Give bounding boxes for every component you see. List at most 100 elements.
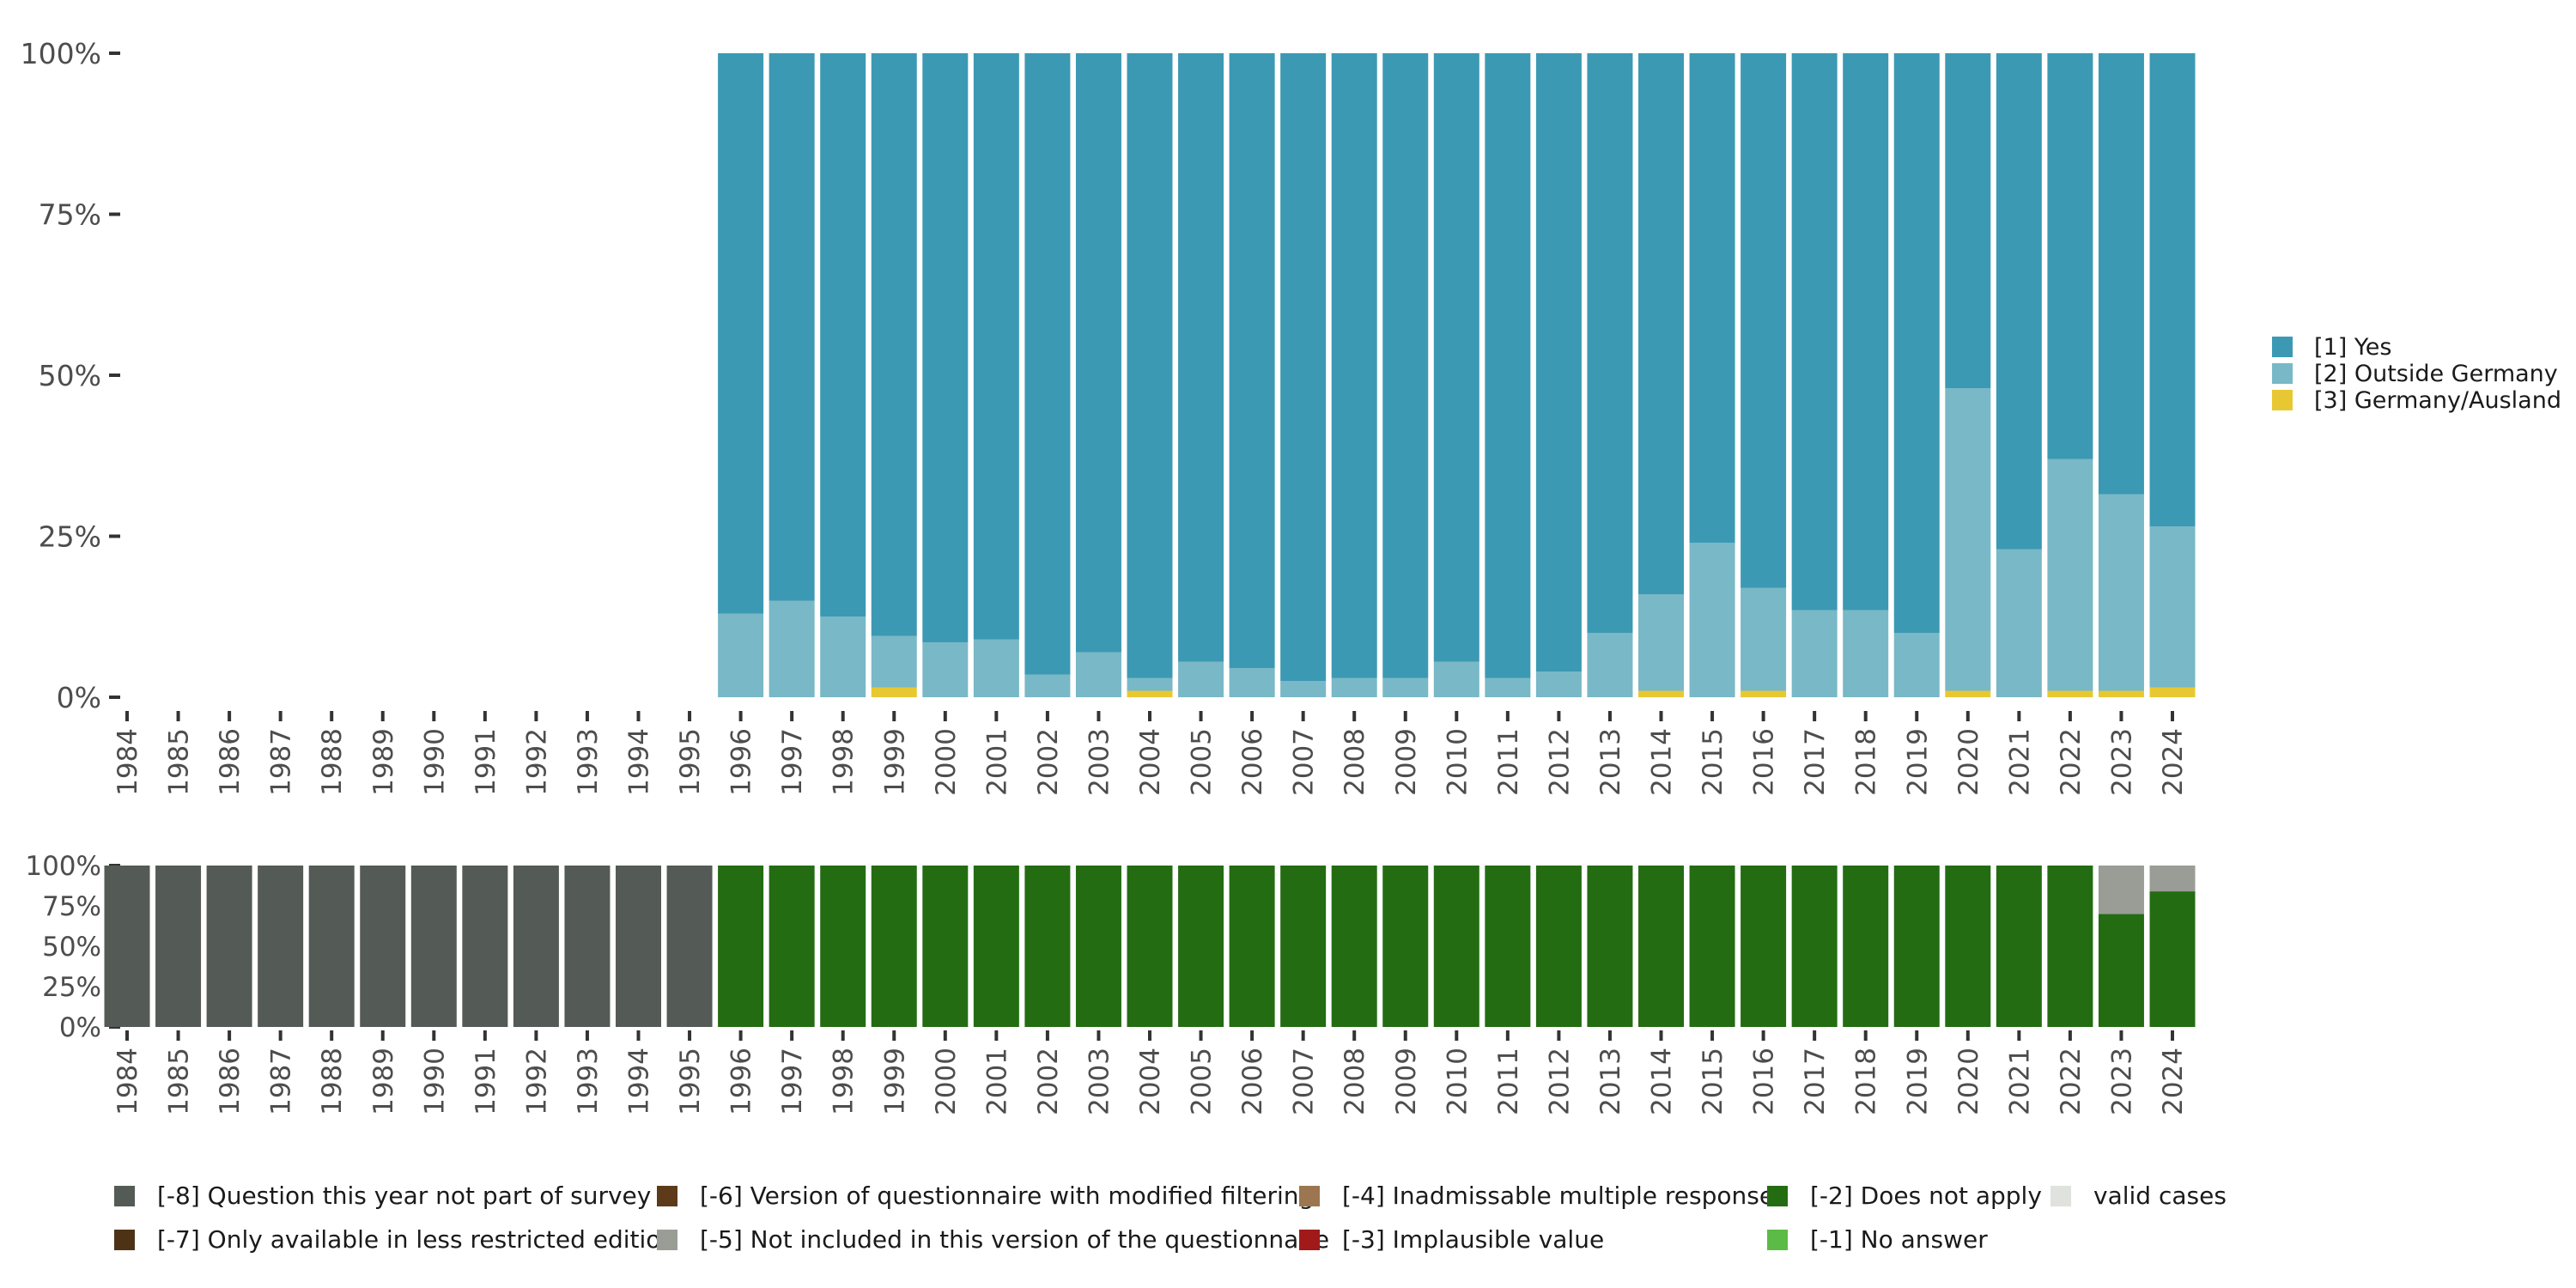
- legend-label-5-not-included-in-this-version-of-the-questionnaire: [-5] Not included in this version of the…: [700, 1225, 1329, 1254]
- y-tick-label: 50%: [42, 932, 101, 963]
- bar-1-yes-2012: [1535, 53, 1582, 671]
- x-tick-label-2009: 2009: [1391, 1048, 1422, 1115]
- x-tick-label-2005: 2005: [1187, 728, 1218, 796]
- bar-2-outside-germany-2009: [1382, 677, 1429, 697]
- x-tick-label-2014: 2014: [1647, 1048, 1678, 1115]
- x-tick-label-2000: 2000: [931, 728, 962, 796]
- x-tick-label-1984: 1984: [112, 728, 143, 796]
- x-tick-label-1993: 1993: [573, 728, 604, 796]
- bar-1-yes-2006: [1229, 53, 1275, 669]
- legend-label-6-version-of-questionnaire-with-modified-filtering: [-6] Version of questionnaire with modif…: [700, 1182, 1314, 1210]
- bar-2-outside-germany-2018: [1843, 610, 1889, 697]
- x-tick-label-2013: 2013: [1595, 1048, 1626, 1115]
- x-tick-label-2007: 2007: [1289, 728, 1320, 796]
- x-tick-label-1990: 1990: [419, 728, 450, 796]
- x-tick-label-1996: 1996: [726, 1048, 757, 1115]
- x-tick-label-2014: 2014: [1647, 728, 1678, 796]
- bar-8-question-this-year-not-part-of-survey-1984: [104, 866, 150, 1027]
- bar-2-outside-germany-1997: [769, 600, 815, 697]
- x-tick-label-1987: 1987: [266, 1048, 297, 1115]
- x-tick-label-2024: 2024: [2158, 728, 2189, 796]
- bar-2-outside-germany-2011: [1485, 677, 1531, 697]
- y-tick-label: 75%: [39, 197, 101, 231]
- bar-2-outside-germany-2013: [1587, 633, 1633, 697]
- bar-2-outside-germany-2021: [1996, 549, 2042, 697]
- x-tick-label-2005: 2005: [1187, 1048, 1218, 1115]
- x-tick-label-1991: 1991: [471, 1048, 501, 1115]
- x-tick-label-2001: 2001: [981, 1048, 1012, 1115]
- x-tick-label-1988: 1988: [317, 1048, 348, 1115]
- y-tick-label: 50%: [39, 359, 101, 392]
- bar-3-germany-ausland-2004: [1127, 690, 1173, 697]
- bar-2-does-not-apply-2006: [1229, 866, 1275, 1027]
- bar-2-does-not-apply-2009: [1382, 866, 1429, 1027]
- bar-2-outside-germany-2019: [1893, 633, 1940, 697]
- bar-8-question-this-year-not-part-of-survey-1995: [666, 866, 713, 1027]
- x-tick-label-1994: 1994: [624, 1048, 655, 1115]
- bar-3-germany-ausland-2024: [2149, 687, 2196, 697]
- x-tick-label-2019: 2019: [1902, 728, 1933, 796]
- y-tick-label: 25%: [39, 519, 101, 553]
- bar-2-does-not-apply-2018: [1843, 866, 1889, 1027]
- bar-2-outside-germany-2024: [2149, 526, 2196, 688]
- x-tick-label-1998: 1998: [829, 728, 860, 796]
- bottom-legend: [-8] Question this year not part of surv…: [114, 1182, 2227, 1254]
- x-tick-label-2018: 2018: [1851, 728, 1882, 796]
- bar-2-outside-germany-1998: [820, 617, 866, 697]
- bar-1-yes-2023: [2098, 53, 2144, 495]
- x-tick-label-2015: 2015: [1698, 728, 1728, 796]
- x-tick-label-1999: 1999: [879, 728, 910, 796]
- x-tick-label-2017: 2017: [1800, 728, 1831, 796]
- bar-8-question-this-year-not-part-of-survey-1986: [206, 866, 252, 1027]
- bar-1-yes-2000: [922, 53, 969, 643]
- x-tick-label-2008: 2008: [1340, 728, 1370, 796]
- x-tick-label-1989: 1989: [368, 728, 399, 796]
- bar-3-germany-ausland-2022: [2047, 690, 2093, 697]
- bar-1-yes-2019: [1893, 53, 1940, 633]
- x-tick-label-2008: 2008: [1340, 1048, 1370, 1115]
- bar-3-germany-ausland-2014: [1638, 690, 1684, 697]
- x-tick-label-2006: 2006: [1237, 1048, 1268, 1115]
- legend-label-3-germany-ausland: [3] Germany/Ausland: [2314, 387, 2561, 414]
- bar-1-yes-2003: [1075, 53, 1121, 653]
- legend-label-3-implausible-value: [-3] Implausible value: [1342, 1225, 1604, 1254]
- bar-2-outside-germany-2022: [2047, 459, 2093, 691]
- bar-8-question-this-year-not-part-of-survey-1992: [513, 866, 559, 1027]
- x-tick-label-2022: 2022: [2056, 728, 2087, 796]
- bar-2-does-not-apply-2005: [1178, 866, 1224, 1027]
- x-tick-label-2003: 2003: [1084, 728, 1115, 796]
- bar-1-yes-2011: [1485, 53, 1531, 678]
- x-tick-label-2022: 2022: [2056, 1048, 2087, 1115]
- bar-1-yes-2009: [1382, 53, 1429, 678]
- top-legend: [1] Yes[2] Outside Germany[3] Germany/Au…: [2272, 334, 2561, 414]
- legend-swatch: [657, 1230, 677, 1250]
- bar-2-outside-germany-2001: [973, 639, 1019, 697]
- bar-2-does-not-apply-2000: [922, 866, 969, 1027]
- bar-1-yes-1996: [718, 53, 764, 614]
- bar-2-does-not-apply-2016: [1741, 866, 1787, 1027]
- x-tick-label-2023: 2023: [2106, 728, 2137, 796]
- x-tick-label-2018: 2018: [1851, 1048, 1882, 1115]
- bar-2-outside-germany-2012: [1535, 671, 1582, 697]
- bar-8-question-this-year-not-part-of-survey-1985: [155, 866, 202, 1027]
- legend-swatch: [657, 1186, 677, 1206]
- x-tick-label-1991: 1991: [471, 728, 501, 796]
- bar-2-outside-germany-2023: [2098, 494, 2144, 691]
- legend-swatch: [1767, 1230, 1788, 1250]
- y-tick-label: 100%: [25, 851, 101, 882]
- x-tick-label-1992: 1992: [521, 1048, 552, 1115]
- bar-5-not-included-in-this-version-of-the-questionnaire-2024: [2149, 866, 2196, 892]
- x-tick-label-1986: 1986: [215, 728, 246, 796]
- x-tick-label-2003: 2003: [1084, 1048, 1115, 1115]
- x-tick-label-2015: 2015: [1698, 1048, 1728, 1115]
- x-tick-label-2004: 2004: [1135, 1048, 1166, 1115]
- bar-1-yes-2004: [1127, 53, 1173, 678]
- x-tick-label-2006: 2006: [1237, 728, 1268, 796]
- top-chart: 0% 25% 50% 75% 100% 1984 1985 1986 1987 1988 1989 1…: [21, 37, 2196, 796]
- bar-2-does-not-apply-2007: [1280, 866, 1327, 1027]
- bar-2-does-not-apply-2001: [973, 866, 1019, 1027]
- x-tick-label-2021: 2021: [2004, 728, 2035, 796]
- bar-2-does-not-apply-2021: [1996, 866, 2042, 1027]
- bar-2-outside-germany-2003: [1075, 652, 1121, 697]
- x-tick-label-2001: 2001: [981, 728, 1012, 796]
